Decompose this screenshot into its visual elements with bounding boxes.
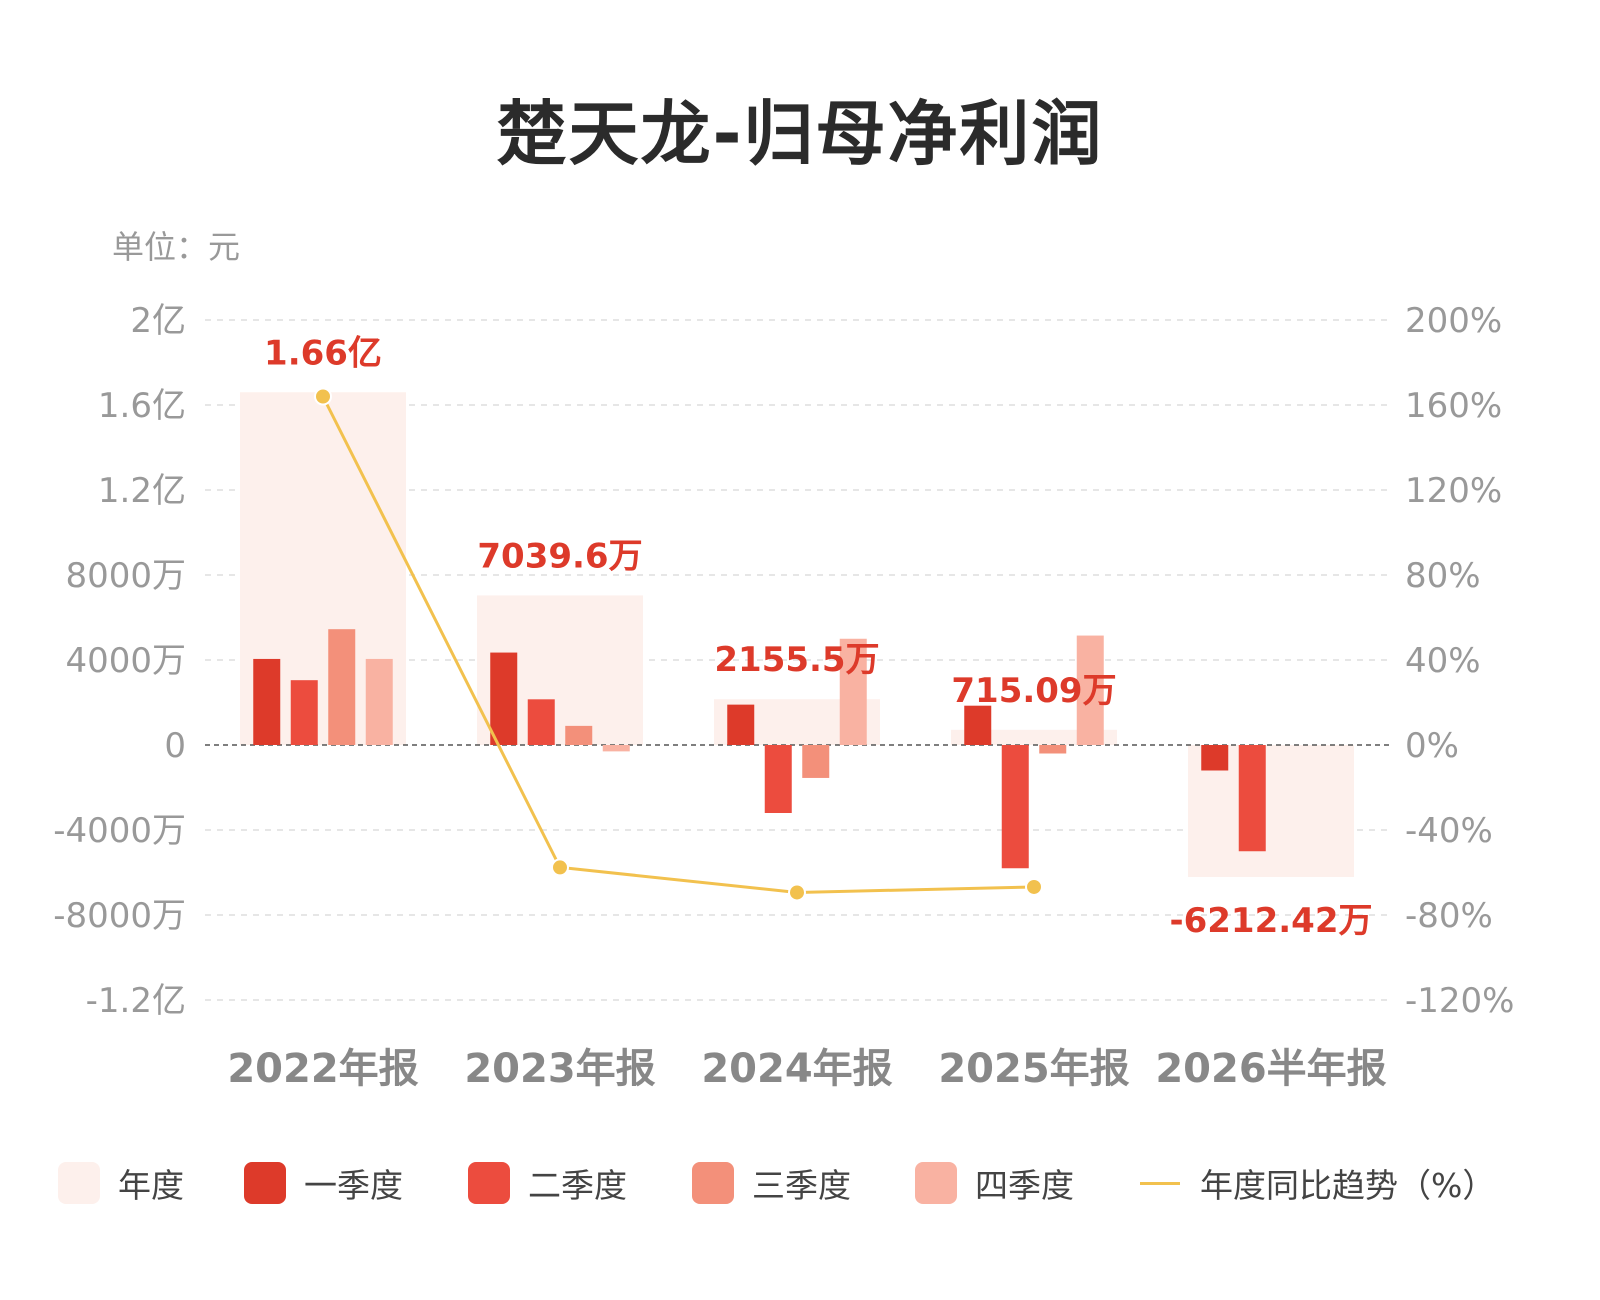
quarter-bar-q3 — [802, 745, 830, 778]
unit-label: 单位：元 — [112, 228, 241, 266]
trend-point — [551, 858, 569, 877]
y-right-tick-label: 0% — [1405, 726, 1459, 766]
legend-item-q1: 一季度 — [244, 1158, 403, 1208]
quarter-bar-q3 — [565, 725, 593, 745]
legend-label: 年度 — [118, 1166, 184, 1205]
quarter-bar-q4 — [602, 745, 630, 752]
y-left-tick-label: 4000万 — [65, 641, 186, 681]
quarter-bar-q2 — [1001, 745, 1029, 869]
legend-item-q4: 四季度 — [915, 1158, 1074, 1208]
y-right-tick-label: 160% — [1405, 386, 1502, 426]
y-left-tick-label: -1.2亿 — [86, 981, 186, 1021]
x-category-label: 2022年报 — [227, 1046, 418, 1092]
y-right-tick-label: 80% — [1405, 556, 1481, 596]
y-left-tick-label: 1.2亿 — [98, 471, 186, 511]
legend-swatch — [692, 1162, 734, 1204]
trend-point — [314, 387, 332, 406]
trend-line — [321, 395, 1035, 894]
legend-swatch — [915, 1162, 957, 1204]
legend-item-trend: 年度同比趋势（%） — [1140, 1158, 1495, 1208]
annual-value-label: 2155.5万 — [714, 640, 879, 680]
y-left-tick-label: 8000万 — [65, 556, 186, 596]
x-category-label: 2023年报 — [464, 1046, 655, 1092]
annual-value-label: 715.09万 — [951, 671, 1116, 711]
trend-point — [1025, 877, 1043, 896]
chart-legend: 年度 一季度 二季度 三季度 四季度 年度同比趋势（%） — [58, 1158, 1558, 1208]
quarter-bar-q2 — [764, 745, 792, 813]
quarter-bar-q4 — [365, 658, 393, 745]
legend-item-q3: 三季度 — [692, 1158, 851, 1208]
quarter-bar-q1 — [253, 658, 281, 745]
y-left-tick-label: -4000万 — [53, 811, 186, 851]
quarter-bar-q3 — [1039, 745, 1067, 754]
y-left-tick-label: 2亿 — [130, 301, 186, 341]
y-left-tick-label: 0 — [164, 726, 186, 766]
legend-label: 二季度 — [528, 1166, 627, 1205]
quarter-bar-q2 — [527, 699, 555, 745]
y-right-tick-label: 120% — [1405, 471, 1502, 511]
quarter-bar-q1 — [727, 704, 755, 745]
chart-title: 楚天龙-归母净利润 — [496, 93, 1104, 175]
y-right-tick-label: 200% — [1405, 301, 1502, 341]
trend-point — [788, 883, 806, 902]
quarter-bar-q2 — [1238, 745, 1266, 852]
legend-item-q2: 二季度 — [468, 1158, 627, 1208]
quarter-bar-q4 — [1076, 635, 1104, 745]
quarter-bar-q1 — [1201, 745, 1229, 771]
annual-value-label: 1.66亿 — [264, 333, 382, 373]
annual-bar — [951, 729, 1117, 745]
legend-label: 四季度 — [975, 1166, 1074, 1205]
annual-value-label: -6212.42万 — [1170, 901, 1373, 941]
legend-swatch — [1140, 1181, 1180, 1185]
legend-swatch — [244, 1162, 286, 1204]
legend-label: 年度同比趋势（%） — [1200, 1166, 1496, 1205]
legend-label: 三季度 — [752, 1166, 851, 1205]
y-right-tick-label: -80% — [1405, 896, 1493, 936]
legend-label: 一季度 — [304, 1166, 403, 1205]
quarter-bar-q3 — [328, 629, 356, 745]
y-right-tick-label: 40% — [1405, 641, 1481, 681]
quarter-bar-q4 — [839, 638, 867, 745]
y-left-tick-label: -8000万 — [53, 896, 186, 936]
quarter-bar-q2 — [290, 680, 318, 745]
x-category-label: 2024年报 — [701, 1046, 892, 1092]
legend-swatch — [468, 1162, 510, 1204]
x-category-label: 2025年报 — [938, 1046, 1129, 1092]
annual-value-label: 7039.6万 — [477, 536, 642, 576]
legend-item-annual: 年度 — [58, 1158, 184, 1208]
y-left-tick-label: 1.6亿 — [98, 386, 186, 426]
x-category-label: 2026半年报 — [1155, 1046, 1386, 1092]
quarter-bar-q1 — [964, 705, 992, 745]
y-right-tick-label: -120% — [1405, 981, 1514, 1021]
legend-swatch — [58, 1162, 100, 1204]
y-right-tick-label: -40% — [1405, 811, 1493, 851]
quarter-bar-q1 — [490, 652, 518, 745]
